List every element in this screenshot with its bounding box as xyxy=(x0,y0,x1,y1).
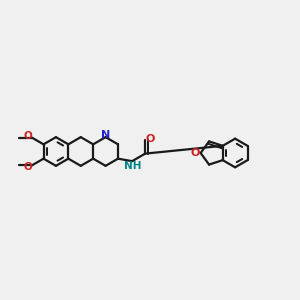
Text: NH: NH xyxy=(124,161,142,171)
Text: N: N xyxy=(101,130,110,140)
Text: O: O xyxy=(191,148,200,158)
Text: O: O xyxy=(23,162,32,172)
Text: O: O xyxy=(146,134,155,144)
Text: O: O xyxy=(23,131,32,141)
